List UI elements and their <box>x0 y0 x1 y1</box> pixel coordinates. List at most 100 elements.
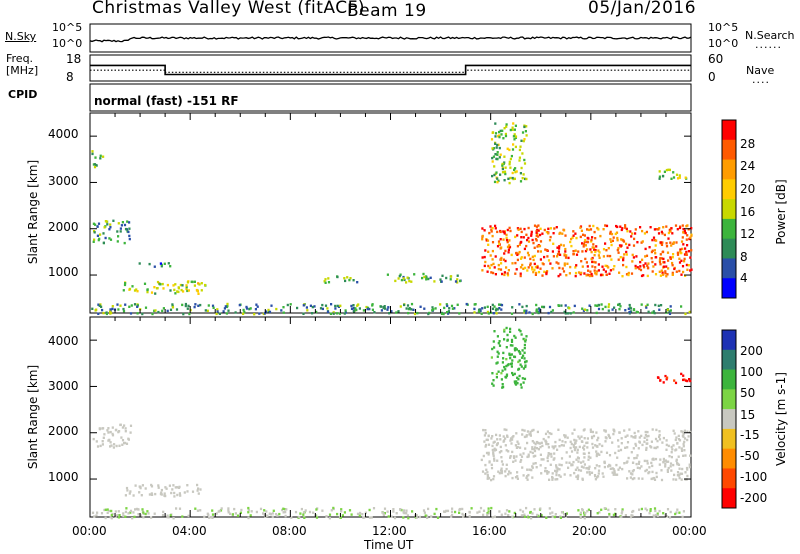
heatmap-cell <box>588 471 591 474</box>
heatmap-cell <box>186 289 189 293</box>
heatmap-cell <box>568 455 571 458</box>
heatmap-cell <box>660 304 663 307</box>
heatmap-cell <box>601 307 604 311</box>
heatmap-cell <box>547 259 551 262</box>
heatmap-cell <box>516 253 519 256</box>
heatmap-cell <box>502 385 505 389</box>
heatmap-cell <box>478 510 481 513</box>
heatmap-cell <box>634 264 637 268</box>
heatmap-cell <box>668 516 672 519</box>
heatmap-cell <box>91 511 95 514</box>
heatmap-cell <box>550 432 553 436</box>
heatmap-cell <box>593 230 596 234</box>
heatmap-cell <box>683 253 687 256</box>
heatmap-cell <box>490 263 493 267</box>
heatmap-cell <box>660 269 663 272</box>
heatmap-cell <box>160 488 163 492</box>
heatmap-cell <box>523 343 526 347</box>
heatmap-cell <box>547 443 550 446</box>
heatmap-cell <box>108 228 111 231</box>
heatmap-cell <box>598 465 601 468</box>
heatmap-cell <box>447 312 450 315</box>
heatmap-cell <box>523 357 526 360</box>
heatmap-cell <box>505 509 509 512</box>
heatmap-cell <box>637 447 640 450</box>
heatmap-cell <box>651 470 654 474</box>
heatmap-cell <box>686 438 689 442</box>
heatmap-cell <box>525 435 528 438</box>
heatmap-cell <box>271 515 274 519</box>
heatmap-cell <box>499 258 503 262</box>
heatmap-cell <box>580 271 583 275</box>
heatmap-cell <box>638 508 641 511</box>
heatmap-cell <box>527 455 530 458</box>
heatmap-cell <box>690 227 693 230</box>
heatmap-cell <box>615 231 619 234</box>
heatmap-cell <box>136 304 139 307</box>
heatmap-cell <box>651 270 654 273</box>
heatmap-cell <box>551 309 554 312</box>
heatmap-cell <box>492 453 495 456</box>
heatmap-cell <box>502 230 506 234</box>
heatmap-cell <box>492 454 495 457</box>
heatmap-cell <box>677 434 680 438</box>
heatmap-cell <box>673 432 676 435</box>
freq-tick-low: 8 <box>66 70 74 84</box>
heatmap-cell <box>583 444 586 448</box>
heatmap-cell <box>594 249 597 252</box>
heatmap-cell <box>552 242 555 245</box>
heatmap-cell <box>519 460 522 463</box>
heatmap-cell <box>352 304 355 307</box>
heatmap-cell <box>211 304 215 307</box>
heatmap-cell <box>513 372 516 376</box>
heatmap-cell <box>247 511 250 514</box>
heatmap-cell <box>641 229 644 233</box>
heatmap-cell <box>516 440 519 443</box>
heatmap-cell <box>229 512 232 515</box>
heatmap-cell <box>504 134 508 138</box>
heatmap-cell <box>491 227 494 230</box>
heatmap-cell <box>622 240 626 243</box>
heatmap-cell <box>101 440 104 443</box>
heatmap-cell <box>93 515 96 518</box>
heatmap-cell <box>109 226 112 229</box>
heatmap-cell <box>658 463 661 466</box>
heatmap-cell <box>558 463 561 466</box>
colorbar-segment <box>722 159 736 180</box>
heatmap-cell <box>210 515 213 519</box>
heatmap-cell <box>568 307 571 310</box>
heatmap-cell <box>528 311 531 314</box>
heatmap-cell <box>525 244 528 248</box>
heatmap-cell <box>493 305 496 308</box>
heatmap-cell <box>98 427 101 430</box>
heatmap-cell <box>574 274 577 278</box>
heatmap-cell <box>500 308 503 311</box>
heatmap-cell <box>480 312 483 315</box>
heatmap-cell <box>520 230 523 234</box>
heatmap-cell <box>532 241 535 245</box>
heatmap-cell <box>597 269 600 272</box>
heatmap-cell <box>586 471 589 474</box>
heatmap-cell <box>173 491 176 495</box>
heatmap-cell <box>595 431 598 434</box>
heatmap-cell <box>102 241 105 244</box>
heatmap-cell <box>496 308 499 311</box>
heatmap-cell <box>564 312 567 315</box>
heatmap-cell <box>514 235 517 239</box>
heatmap-cell <box>507 473 510 476</box>
heatmap-cell <box>513 128 516 131</box>
heatmap-cell <box>529 257 532 261</box>
heatmap-cell <box>123 223 127 227</box>
heatmap-cell <box>500 467 503 470</box>
heatmap-cell <box>574 441 577 444</box>
heatmap-cell <box>487 243 490 246</box>
heatmap-cell <box>658 438 662 441</box>
heatmap-cell <box>383 512 386 515</box>
heatmap-cell <box>182 290 185 293</box>
heatmap-cell <box>123 424 126 427</box>
heatmap-cell <box>583 240 586 244</box>
heatmap-cell <box>615 463 618 467</box>
heatmap-cell <box>570 442 573 446</box>
heatmap-cell <box>678 473 681 477</box>
heatmap-cell <box>603 461 606 465</box>
